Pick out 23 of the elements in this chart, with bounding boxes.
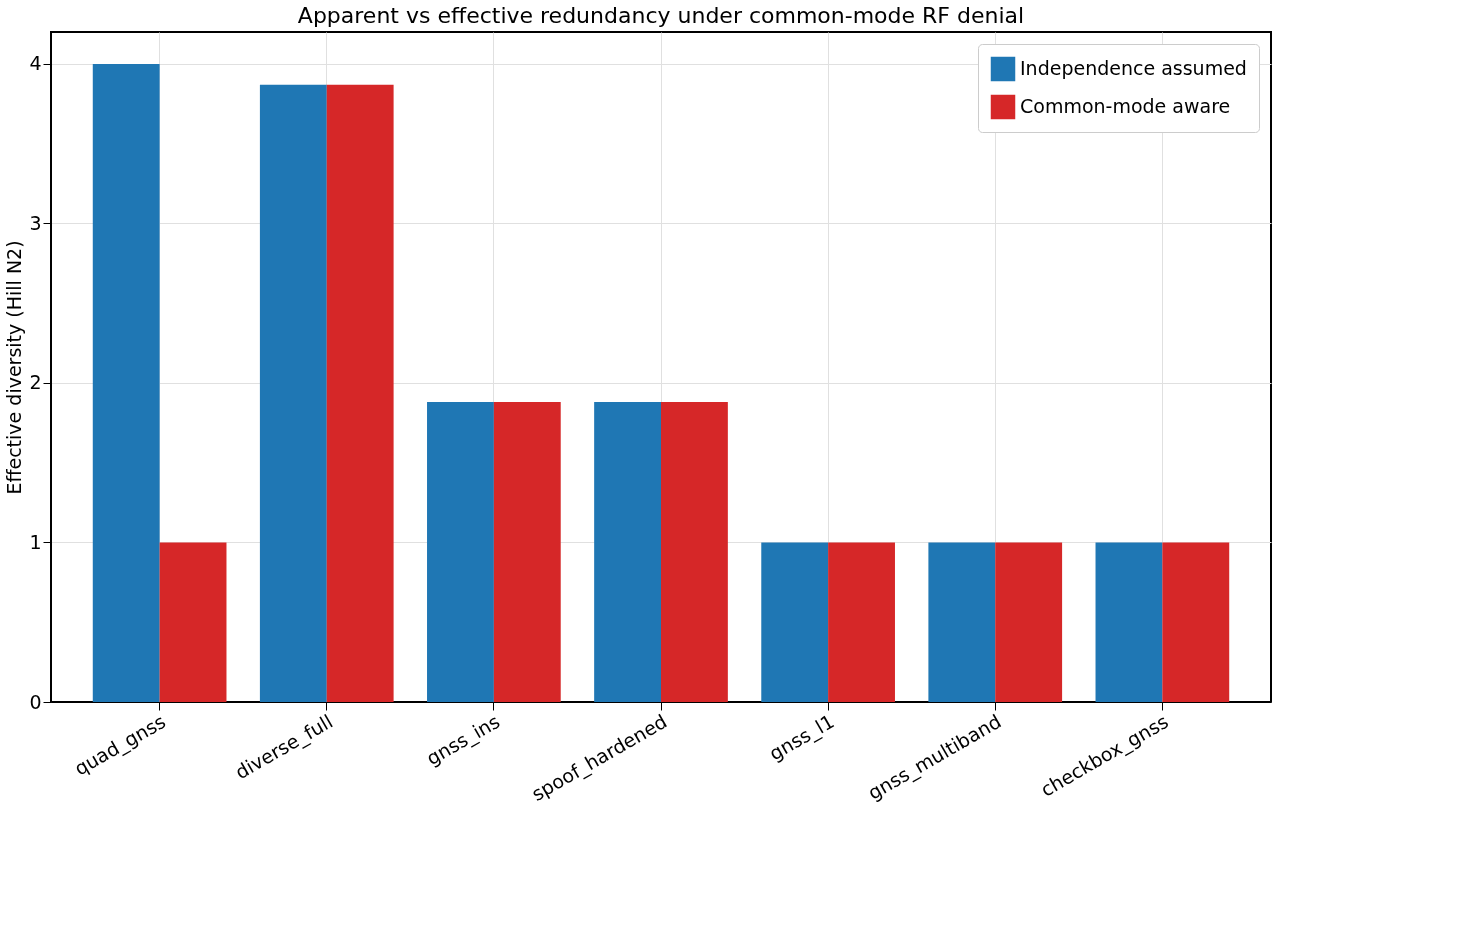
y-axis-title: Effective diversity (Hill N2) (3, 240, 26, 495)
bar (661, 402, 728, 702)
bar (427, 402, 494, 702)
y-tick-label: 3 (29, 211, 42, 234)
bar (1095, 542, 1163, 702)
bar (594, 402, 661, 702)
y-tick-label: 4 (29, 52, 42, 75)
bar (928, 542, 996, 702)
legend-label: Common-mode aware (1020, 95, 1231, 117)
bar (92, 63, 160, 702)
y-tick-label: 2 (29, 371, 42, 394)
bar (761, 542, 829, 702)
bar (159, 542, 227, 702)
bar (326, 84, 394, 702)
bar (995, 542, 1063, 702)
legend-label: Independence assumed (1020, 57, 1247, 79)
bar (1162, 542, 1230, 702)
y-tick-label: 0 (29, 690, 42, 713)
y-tick-label: 1 (29, 530, 42, 553)
chart-title: Apparent vs effective redundancy under common-mode RF denial (297, 3, 1025, 28)
bar (259, 84, 327, 702)
bar (493, 402, 561, 702)
bar (828, 542, 895, 702)
